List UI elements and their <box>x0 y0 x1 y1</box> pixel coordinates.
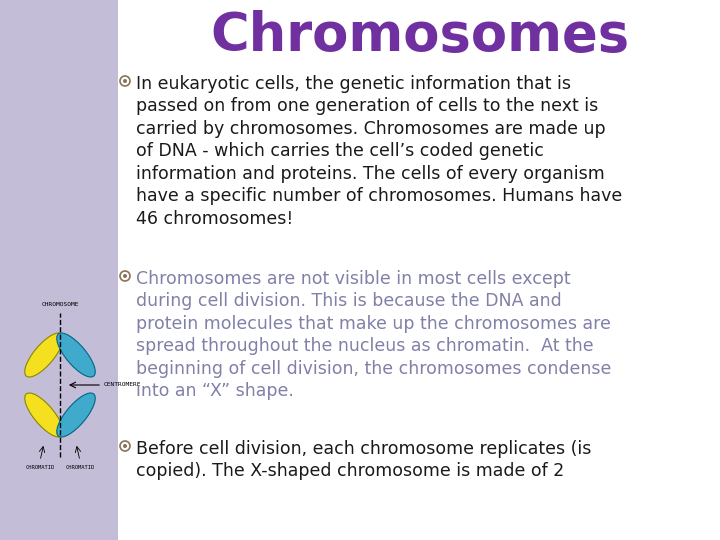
Text: Chromosomes are not visible in most cells except
during cell division. This is b: Chromosomes are not visible in most cell… <box>136 270 611 400</box>
Text: Before cell division, each chromosome replicates (is
copied). The X-shaped chrom: Before cell division, each chromosome re… <box>136 440 591 481</box>
Ellipse shape <box>24 393 63 437</box>
Text: CHROMATID: CHROMATID <box>66 465 94 470</box>
Text: CENTROMERE: CENTROMERE <box>104 382 142 388</box>
Text: CHROMATID: CHROMATID <box>25 465 55 470</box>
Ellipse shape <box>57 393 95 437</box>
Circle shape <box>123 444 127 448</box>
Circle shape <box>123 274 127 278</box>
Text: CHROMOSOME: CHROMOSOME <box>41 302 78 307</box>
Ellipse shape <box>24 333 63 377</box>
Text: In eukaryotic cells, the genetic information that is
passed on from one generati: In eukaryotic cells, the genetic informa… <box>136 75 622 228</box>
Ellipse shape <box>57 333 95 377</box>
Circle shape <box>123 79 127 83</box>
Text: Chromosomes: Chromosomes <box>210 10 629 62</box>
Bar <box>0 0 118 540</box>
